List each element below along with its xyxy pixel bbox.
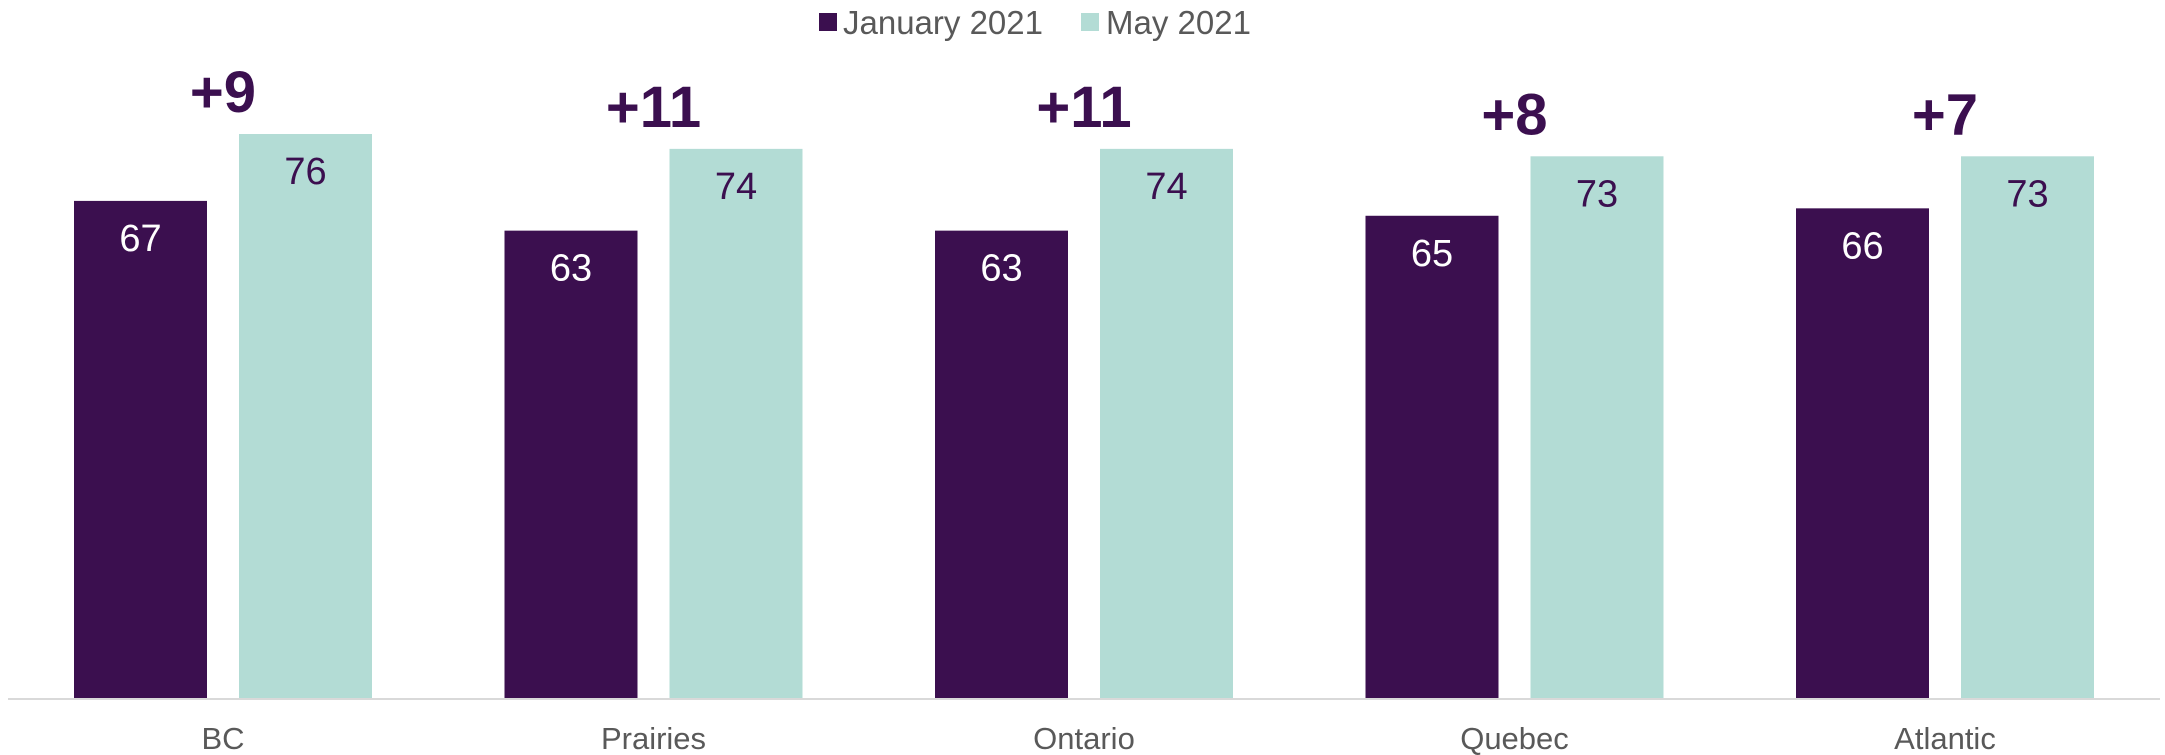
- legend-label-january: January 2021: [843, 4, 1043, 41]
- value-label-ontario-january: 63: [980, 248, 1022, 290]
- bar-quebec-january: [1365, 215, 1499, 700]
- difference-label-prairies: +11: [606, 75, 701, 140]
- difference-label-atlantic: +7: [1912, 82, 1978, 147]
- bar-quebec-may: [1530, 156, 1664, 700]
- bar-ontario-may: [1100, 148, 1233, 700]
- legend-swatch-may: [1081, 13, 1099, 31]
- legend-swatch-january: [819, 13, 837, 31]
- bar-prairies-may: [669, 148, 803, 700]
- bars: [74, 134, 2094, 700]
- bar-ontario-january: [935, 230, 1068, 700]
- legend: January 2021 May 2021: [819, 4, 1251, 41]
- value-label-ontario-may: 74: [1145, 166, 1187, 208]
- value-labels: 67 76 63 74 63 74 65 73 66 73: [119, 151, 2048, 290]
- difference-label-bc: +9: [190, 60, 256, 125]
- difference-label-quebec: +8: [1481, 82, 1547, 147]
- value-label-atlantic-may: 73: [2006, 173, 2048, 215]
- value-label-atlantic-january: 66: [1841, 225, 1883, 267]
- value-label-prairies-january: 63: [550, 248, 592, 290]
- value-label-bc-may: 76: [284, 151, 326, 193]
- category-label-atlantic: Atlantic: [1894, 721, 1996, 755]
- category-label-bc: BC: [201, 721, 244, 755]
- category-label-ontario: Ontario: [1033, 721, 1135, 755]
- value-label-quebec-may: 73: [1576, 173, 1618, 215]
- bar-atlantic-may: [1961, 156, 2094, 700]
- value-label-prairies-may: 74: [715, 166, 757, 208]
- category-label-prairies: Prairies: [601, 721, 706, 755]
- category-label-quebec: Quebec: [1460, 721, 1569, 755]
- bar-prairies-january: [504, 230, 638, 700]
- bar-atlantic-january: [1796, 208, 1929, 699]
- value-label-bc-january: 67: [119, 218, 161, 260]
- bar-bc-may: [239, 134, 372, 699]
- bar-bc-january: [74, 200, 207, 699]
- legend-label-may: May 2021: [1106, 4, 1251, 41]
- value-label-quebec-january: 65: [1411, 233, 1453, 275]
- difference-labels: +9 +11 +11 +8 +7: [190, 60, 1978, 147]
- category-labels: BC Prairies Ontario Quebec Atlantic: [201, 721, 1995, 755]
- difference-label-ontario: +11: [1036, 75, 1131, 140]
